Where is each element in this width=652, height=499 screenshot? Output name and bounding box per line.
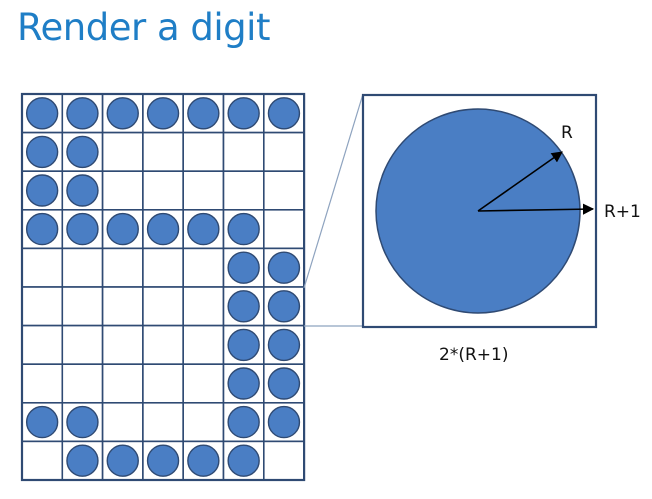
pixel-dot: [227, 290, 260, 323]
slide-title: Render a digit: [17, 6, 270, 49]
pixel-dot: [227, 97, 260, 130]
pixel-dot: [227, 212, 260, 246]
pixel-dot: [146, 444, 180, 477]
pixel-dot: [66, 212, 99, 246]
radius-label: R: [561, 123, 573, 143]
grid-cell: [101, 247, 144, 288]
zoom-connector-top: [303, 93, 364, 289]
pixel-dot: [66, 405, 99, 439]
grid-cell: [142, 363, 184, 404]
grid-cell: [182, 170, 225, 211]
grid-cell: [142, 324, 184, 366]
grid-cell: [182, 247, 225, 288]
pixel-dot: [25, 97, 59, 130]
pixel-dot: [25, 405, 59, 439]
grid-cell: [142, 131, 184, 173]
grid-cell: [262, 170, 305, 211]
grid-cell: [222, 170, 265, 211]
grid-cell: [21, 324, 64, 366]
pixel-dot: [106, 97, 139, 130]
grid-cell: [142, 401, 184, 443]
grid-cell: [61, 286, 104, 327]
pixel-dot: [106, 212, 139, 246]
pixel-dot: [267, 97, 301, 130]
grid-cell: [61, 363, 104, 404]
grid-cell: [61, 324, 104, 366]
grid-cell: [101, 286, 144, 327]
pixel-dot: [146, 212, 180, 246]
radius-arrow: [477, 151, 563, 212]
pixel-dot: [66, 174, 99, 207]
grid-cell: [262, 440, 305, 481]
grid-cell: [142, 170, 184, 211]
grid-cell: [21, 440, 64, 481]
grid-cell: [182, 363, 225, 404]
cell-size-label: 2*(R+1): [439, 345, 508, 365]
pixel-dot: [106, 444, 139, 477]
pixel-dot: [227, 367, 260, 400]
grid-cell: [262, 131, 305, 173]
pixel-dot: [227, 444, 260, 477]
pixel-dot: [227, 405, 260, 439]
pixel-dot: [25, 174, 59, 207]
pixel-dot: [267, 367, 301, 400]
pixel-dot: [66, 135, 99, 169]
grid-cell: [142, 247, 184, 288]
pixel-dot: [227, 328, 260, 362]
outer-radius-arrow: [477, 203, 595, 215]
grid-cell: [21, 247, 64, 288]
pixel-dot: [66, 97, 99, 130]
pixel-dot: [187, 97, 220, 130]
pixel-dot: [267, 405, 301, 439]
pixel-dot: [267, 328, 301, 362]
grid-cell: [182, 324, 225, 366]
pixel-dot: [187, 212, 220, 246]
grid-cell: [142, 286, 184, 327]
grid-cell: [182, 286, 225, 327]
pixel-dot: [227, 251, 260, 284]
grid-cell: [101, 324, 144, 366]
grid-cell: [21, 286, 64, 327]
digit-grid: [20, 92, 306, 482]
grid-cell: [182, 401, 225, 443]
pixel-dot: [146, 97, 180, 130]
grid-cell: [262, 209, 305, 250]
grid-cell: [101, 401, 144, 443]
pixel-dot: [25, 135, 59, 169]
pixel-dot: [267, 251, 301, 284]
pixel-dot: [267, 290, 301, 323]
grid-cell: [61, 247, 104, 288]
grid-cell: [222, 131, 265, 173]
outer-radius-label: R+1: [604, 202, 641, 222]
grid-cell: [21, 363, 64, 404]
grid-cell: [101, 131, 144, 173]
pixel-dot: [66, 444, 99, 477]
grid-cell: [101, 170, 144, 211]
pixel-dot: [187, 444, 220, 477]
pixel-dot: [25, 212, 59, 246]
grid-cell: [101, 363, 144, 404]
grid-cell: [182, 131, 225, 173]
